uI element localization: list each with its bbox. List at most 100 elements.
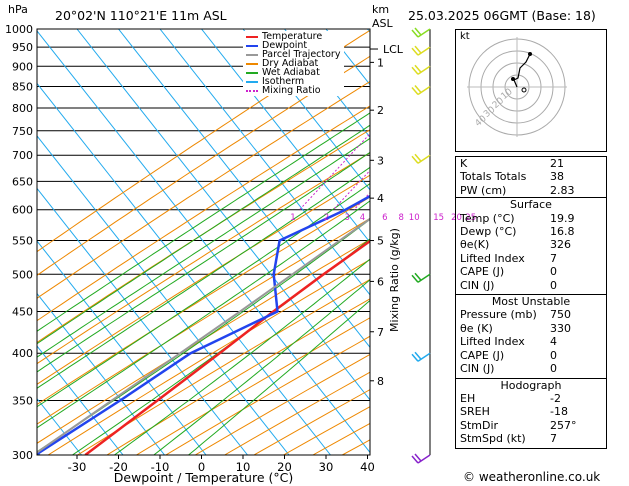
dry-adiabat xyxy=(77,278,370,455)
index-name: PW (cm) xyxy=(460,183,507,197)
legend-item: Parcel Trajectory xyxy=(246,50,340,59)
index-row: PW (cm) 2.83 xyxy=(456,184,606,197)
wet-adiabat xyxy=(37,218,370,453)
wind-barb xyxy=(411,45,431,56)
pressure-tick-label: 750 xyxy=(12,125,33,138)
mixing-ratio-tick-label: 6 xyxy=(382,213,387,223)
index-row: EH -2 xyxy=(456,392,606,405)
wind-barb-shaft xyxy=(417,273,431,283)
index-value: 4 xyxy=(550,335,557,349)
wind-barb-shaft xyxy=(417,352,431,362)
legend-swatch xyxy=(246,35,258,38)
index-row: Temp (°C) 19.9 xyxy=(456,212,606,225)
footer-copyright: © weatheronline.co.uk xyxy=(463,470,601,484)
wet-adiabat xyxy=(37,200,370,429)
index-value: 0 xyxy=(550,278,557,292)
wind-barb-flag xyxy=(411,29,419,38)
pressure-tick-label: 550 xyxy=(12,235,33,248)
index-value: 38 xyxy=(550,170,564,184)
index-value: 2.83 xyxy=(550,183,575,197)
wind-barb xyxy=(411,27,431,38)
index-row: CIN (J) 0 xyxy=(456,279,606,292)
isotherm-line xyxy=(37,82,331,455)
wind-barb-flag xyxy=(414,272,422,281)
index-row: CAPE (J) 0 xyxy=(456,349,606,362)
legend-label: Wet Adiabat xyxy=(262,67,320,78)
index-row: Pressure (mb) 750 xyxy=(456,308,606,321)
datetime-title: 25.03.2025 06GMT (Base: 18) xyxy=(408,8,596,23)
pressure-tick-label: 350 xyxy=(12,394,33,407)
legend-swatch xyxy=(246,89,258,92)
series-parcel-trajectory xyxy=(37,217,370,454)
wind-barb-flag xyxy=(411,66,419,75)
isotherm-line xyxy=(37,30,370,454)
hpa-label: hPa xyxy=(8,3,28,16)
wet-adiabat xyxy=(153,279,370,455)
km-tick-label: 5 xyxy=(377,235,384,248)
mixing-ratio-line xyxy=(299,132,370,211)
mixing-ratio-tick-label: 3 xyxy=(345,213,350,223)
wind-barb-flag xyxy=(411,274,419,283)
isotherm-line xyxy=(37,345,124,455)
plot-area xyxy=(37,29,370,455)
dry-adiabat xyxy=(165,335,370,455)
temp-tick-label: 20 xyxy=(277,460,292,474)
mixing-ratio-tick-label: 1 xyxy=(290,213,295,223)
wind-barb xyxy=(411,453,431,464)
hodograph-panel: kt 10 20 30 40 xyxy=(455,29,607,152)
legend: Temperature Dewpoint Parcel Trajectory Dry … xyxy=(243,31,345,96)
most-unstable-section: Most Unstable Pressure (mb) 750 θe (K) 330 L… xyxy=(456,294,606,377)
index-row: CIN (J) 0 xyxy=(456,362,606,375)
index-row: SREH -18 xyxy=(456,405,606,418)
temp-tick-label: 10 xyxy=(236,460,251,474)
index-value: -2 xyxy=(550,391,561,405)
isotherm-line xyxy=(76,29,370,401)
index-value: 16.8 xyxy=(550,225,575,239)
isotherm-line xyxy=(37,187,248,455)
wet-adiabat xyxy=(37,151,370,373)
pressure-tick-label: 400 xyxy=(12,347,33,360)
wind-barb-flag xyxy=(414,85,422,93)
legend-swatch xyxy=(246,71,258,74)
legend-label: Isotherm xyxy=(262,76,305,87)
legend-label: Temperature xyxy=(262,31,323,42)
most-unstable-title: Most Unstable xyxy=(491,295,571,309)
legend-item: Wet Adiabat xyxy=(246,68,340,77)
mixing-ratio-tick-label: 15 xyxy=(433,213,444,223)
wind-barb-flag xyxy=(414,45,422,54)
isotherm-line xyxy=(159,29,370,296)
pressure-tick-label: 700 xyxy=(12,149,33,162)
temp-tick-label: -10 xyxy=(151,460,170,474)
wind-barb-shaft xyxy=(417,454,431,464)
index-name: StmSpd (kt) xyxy=(460,432,526,446)
temp-tick-label: 30 xyxy=(319,460,334,474)
pressure-tick-label: 600 xyxy=(12,204,33,217)
index-row: CAPE (J) 0 xyxy=(456,265,606,278)
isotherm-line xyxy=(242,29,370,191)
temp-tick-label: 40 xyxy=(360,460,375,474)
legend-label: Dry Adiabat xyxy=(262,58,319,69)
km-tick-label: 4 xyxy=(377,192,384,205)
mixing-ratio-tick-label: 20 xyxy=(451,213,462,223)
index-row: K 21 xyxy=(456,157,606,170)
wind-barb-shaft xyxy=(417,46,431,56)
legend-swatch xyxy=(246,62,258,65)
wind-barb-flag xyxy=(411,87,419,95)
isotherm-line xyxy=(118,29,370,349)
index-row: Lifted Index 4 xyxy=(456,335,606,348)
index-name: CIN (J) xyxy=(460,362,495,376)
index-value: 330 xyxy=(550,321,571,335)
index-row: StmSpd (kt) 7 xyxy=(456,432,606,445)
legend-label: Mixing Ratio xyxy=(262,85,321,96)
index-name: CIN (J) xyxy=(460,278,495,292)
wind-barb xyxy=(411,351,431,362)
km-tick-label: 1 xyxy=(377,56,384,69)
index-value: 0 xyxy=(550,348,557,362)
dry-adiabat xyxy=(136,317,370,455)
series-dewpoint xyxy=(37,194,370,455)
index-table: K 21 Totals Totals 38 PW (cm) 2.83 Surface Te… xyxy=(455,156,607,449)
mixing-ratio-tick-label: 25 xyxy=(465,213,476,223)
index-value: -18 xyxy=(550,405,568,419)
legend-item: Isotherm xyxy=(246,77,340,86)
index-value: 7 xyxy=(550,432,557,446)
